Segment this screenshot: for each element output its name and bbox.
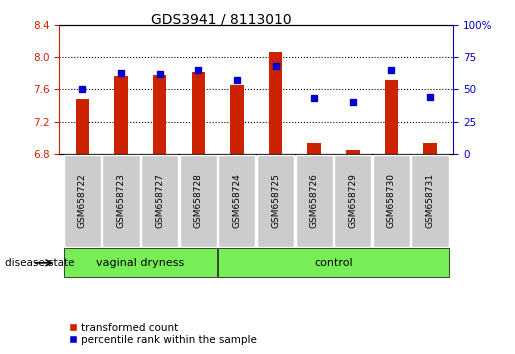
Text: control: control <box>314 258 353 268</box>
Bar <box>153 75 166 154</box>
FancyBboxPatch shape <box>257 155 294 247</box>
FancyBboxPatch shape <box>296 155 333 247</box>
Text: GSM658729: GSM658729 <box>348 173 357 228</box>
FancyBboxPatch shape <box>411 155 449 247</box>
Legend: transformed count, percentile rank within the sample: transformed count, percentile rank withi… <box>64 318 261 349</box>
FancyBboxPatch shape <box>218 155 255 247</box>
Text: GSM658726: GSM658726 <box>310 173 319 228</box>
Bar <box>230 85 244 154</box>
Text: vaginal dryness: vaginal dryness <box>96 258 184 268</box>
Bar <box>114 76 128 154</box>
FancyBboxPatch shape <box>64 249 217 277</box>
Text: GSM658727: GSM658727 <box>155 173 164 228</box>
Bar <box>269 52 282 154</box>
Text: GSM658723: GSM658723 <box>116 173 126 228</box>
FancyBboxPatch shape <box>334 155 371 247</box>
Text: GSM658730: GSM658730 <box>387 173 396 228</box>
FancyBboxPatch shape <box>141 155 178 247</box>
Bar <box>346 150 359 154</box>
Text: GSM658728: GSM658728 <box>194 173 203 228</box>
FancyBboxPatch shape <box>373 155 410 247</box>
Bar <box>423 143 437 154</box>
FancyBboxPatch shape <box>102 155 140 247</box>
Text: GSM658725: GSM658725 <box>271 173 280 228</box>
Bar <box>385 80 398 154</box>
Text: GDS3941 / 8113010: GDS3941 / 8113010 <box>151 12 292 27</box>
Text: GSM658731: GSM658731 <box>425 173 435 228</box>
Bar <box>307 143 321 154</box>
Text: disease state: disease state <box>5 258 75 268</box>
Bar <box>192 72 205 154</box>
Text: GSM658722: GSM658722 <box>78 173 87 228</box>
FancyBboxPatch shape <box>218 249 449 277</box>
FancyBboxPatch shape <box>64 155 101 247</box>
Text: GSM658724: GSM658724 <box>232 173 242 228</box>
Bar <box>76 99 89 154</box>
FancyBboxPatch shape <box>180 155 217 247</box>
